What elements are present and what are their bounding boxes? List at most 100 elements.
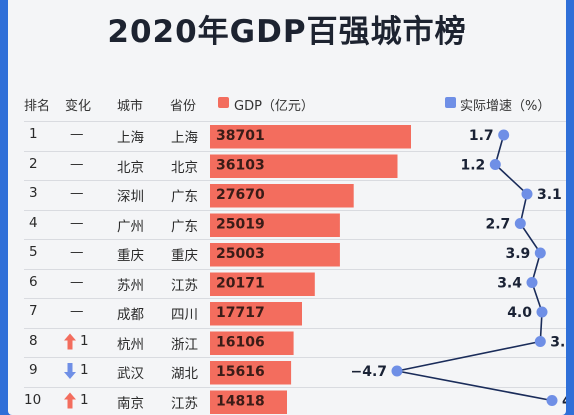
change-cell: — bbox=[70, 155, 84, 172]
chart-plot: 38701 36103 27670 25019 25003 20171 17717 16106… bbox=[64, 125, 566, 414]
city-cell: 成都 bbox=[117, 307, 144, 323]
growth-point bbox=[391, 365, 403, 377]
province-cell: 四川 bbox=[171, 307, 198, 323]
city-cell: 南京 bbox=[117, 395, 144, 412]
rank-cell: 9 bbox=[29, 362, 38, 378]
header-change: 变化 bbox=[65, 99, 92, 114]
growth-value-label: 1.7 bbox=[469, 128, 494, 144]
growth-point bbox=[521, 188, 533, 200]
growth-value-label: 3.9 bbox=[550, 335, 566, 351]
growth-point bbox=[546, 395, 558, 406]
city-cell: 上海 bbox=[117, 130, 144, 146]
province-cell: 江苏 bbox=[171, 277, 198, 294]
gdp-value-label: 25003 bbox=[216, 246, 265, 262]
rank-cell: 7 bbox=[29, 303, 38, 319]
gdp-value-label: 38701 bbox=[216, 128, 265, 144]
growth-value-label: 2.7 bbox=[485, 217, 510, 233]
change-cell: — bbox=[70, 273, 84, 290]
row-separator bbox=[24, 209, 566, 211]
growth-line bbox=[396, 134, 553, 402]
growth-value-label: 1.2 bbox=[460, 158, 485, 174]
city-cell: 苏州 bbox=[117, 277, 144, 294]
rank-cell: 4 bbox=[29, 214, 38, 231]
growth-value-label: 3.1 bbox=[537, 187, 562, 203]
growth-point bbox=[514, 218, 526, 229]
rank-cell: 3 bbox=[29, 185, 38, 201]
row-separator bbox=[24, 239, 566, 240]
growth-legend-swatch bbox=[445, 97, 456, 108]
city-cell: 广州 bbox=[117, 218, 144, 235]
city-cell: 武汉 bbox=[117, 366, 144, 382]
header-province: 省份 bbox=[170, 99, 197, 114]
chart-title: 2020年GDP百强城市榜 bbox=[107, 14, 467, 50]
arrow-up-icon bbox=[64, 333, 76, 350]
rank-cell: 8 bbox=[29, 332, 38, 349]
arrow-up-icon bbox=[64, 392, 76, 409]
change-cell: — bbox=[70, 303, 84, 319]
province-cell: 北京 bbox=[171, 159, 198, 176]
gdp-bar bbox=[210, 390, 287, 414]
gdp-legend-swatch bbox=[218, 97, 229, 108]
province-cell: 湖北 bbox=[171, 366, 198, 382]
gdp-bar bbox=[210, 361, 292, 385]
header-gdp: GDP（亿元） bbox=[234, 99, 314, 114]
change-cell: — bbox=[70, 214, 84, 231]
rank-cell: 2 bbox=[29, 155, 38, 172]
province-cell: 重庆 bbox=[171, 248, 198, 264]
gdp-bar bbox=[210, 302, 302, 326]
gdp-bar bbox=[210, 184, 354, 208]
row-separator bbox=[24, 386, 566, 388]
province-cell: 上海 bbox=[171, 130, 198, 146]
header-city: 城市 bbox=[117, 99, 144, 114]
growth-value-label: 3.4 bbox=[497, 276, 522, 292]
header-rank: 排名 bbox=[24, 99, 51, 114]
row-separator bbox=[24, 357, 566, 358]
rank-cell: 5 bbox=[29, 244, 38, 260]
growth-value-label: −4.7 bbox=[350, 364, 387, 380]
gdp-value-label: 17717 bbox=[216, 305, 265, 321]
province-cell: 浙江 bbox=[171, 336, 198, 353]
gdp-value-label: 27670 bbox=[216, 187, 265, 203]
gdp-value-label: 15616 bbox=[216, 364, 265, 380]
gdp-bar bbox=[210, 125, 411, 149]
row-separator bbox=[24, 150, 566, 152]
gdp-value-label: 16106 bbox=[216, 335, 265, 351]
growth-point bbox=[526, 277, 538, 288]
header-growth: 实际增速（%） bbox=[460, 99, 551, 114]
gdp-value-label: 25019 bbox=[216, 217, 265, 233]
row-separator bbox=[24, 298, 566, 299]
growth-value-label: 4.6 bbox=[562, 394, 566, 410]
city-cell: 北京 bbox=[117, 159, 144, 176]
gdp-bar bbox=[210, 243, 340, 267]
gdp-value-label: 20171 bbox=[216, 276, 265, 292]
arrow-down-icon bbox=[64, 363, 76, 379]
gdp-bar bbox=[210, 272, 315, 296]
province-cell: 广东 bbox=[171, 218, 198, 235]
ranking-card: 2020年GDP百强城市榜 排名 变化 城市 省份 GDP（亿元） 实际增速（%… bbox=[8, 0, 566, 415]
city-cell: 杭州 bbox=[117, 336, 144, 353]
row-separator bbox=[24, 180, 566, 181]
city-cell: 重庆 bbox=[117, 248, 144, 264]
row-separator bbox=[24, 121, 566, 122]
rank-cell: 1 bbox=[29, 126, 38, 142]
row-separator bbox=[24, 327, 566, 329]
growth-value-label: 3.9 bbox=[505, 246, 530, 262]
province-cell: 江苏 bbox=[171, 395, 198, 412]
row-separator bbox=[24, 268, 566, 270]
change-cell: 1 bbox=[80, 391, 89, 408]
growth-point bbox=[534, 336, 546, 347]
change-cell: — bbox=[70, 244, 84, 260]
change-cell: 1 bbox=[80, 332, 89, 349]
rank-cell: 10 bbox=[24, 391, 42, 408]
change-cell: 1 bbox=[80, 362, 89, 378]
province-cell: 广东 bbox=[171, 189, 198, 205]
growth-point bbox=[536, 306, 548, 318]
growth-point bbox=[498, 129, 510, 141]
rank-cell: 6 bbox=[29, 273, 38, 290]
gdp-value-label: 14818 bbox=[216, 394, 265, 410]
growth-point bbox=[489, 159, 501, 170]
gdp-bar bbox=[210, 331, 294, 355]
growth-point bbox=[534, 247, 546, 259]
gdp-bar bbox=[210, 154, 398, 178]
city-cell: 深圳 bbox=[117, 189, 144, 205]
